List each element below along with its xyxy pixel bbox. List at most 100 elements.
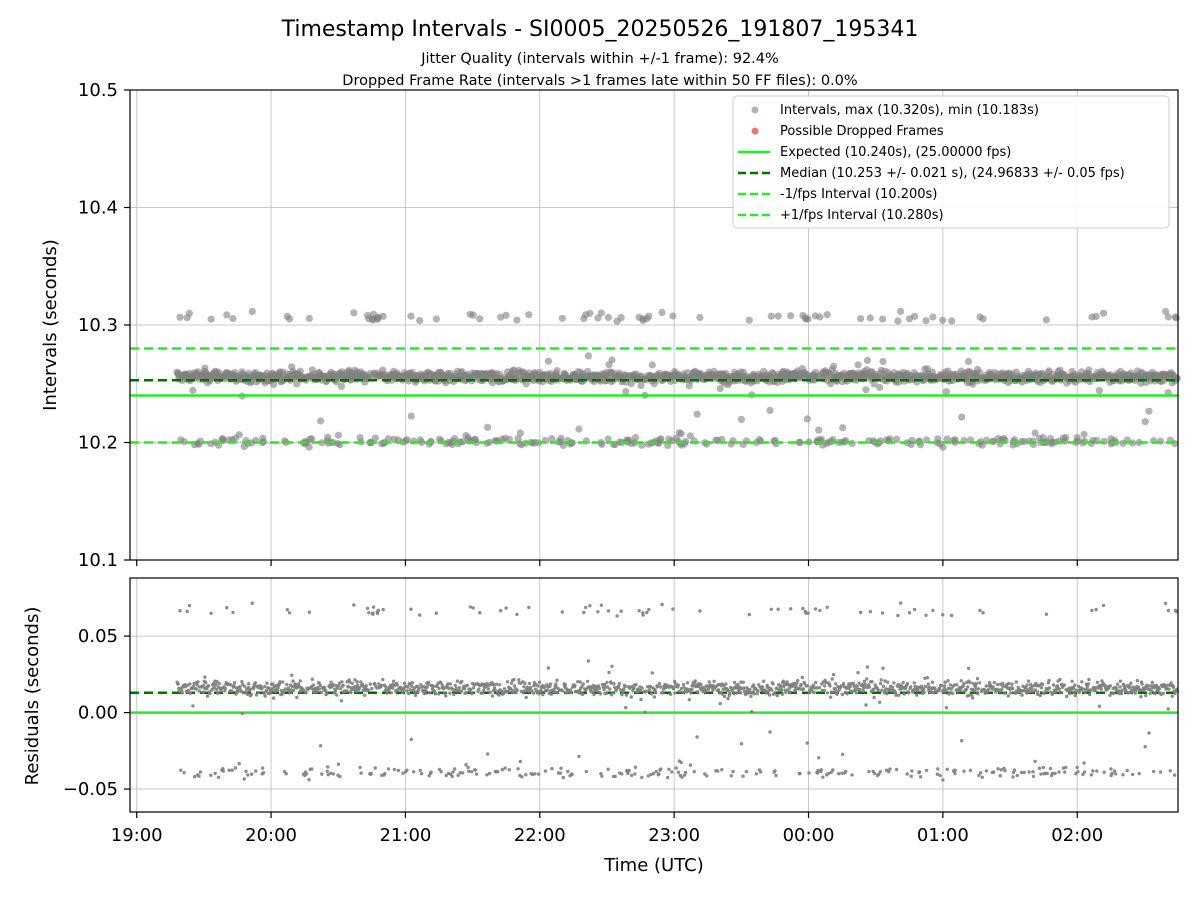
residual-point: [943, 680, 947, 684]
residual-point: [671, 607, 675, 611]
residual-point: [1075, 688, 1079, 693]
residual-point: [760, 685, 765, 689]
residual-point: [1170, 694, 1174, 698]
residual-point: [288, 691, 292, 695]
residual-point: [1086, 682, 1091, 686]
residual-point: [539, 688, 543, 693]
residual-point: [368, 682, 372, 686]
residual-point: [261, 771, 266, 775]
residual-point: [1082, 770, 1087, 774]
interval-point: [767, 312, 775, 320]
residual-point: [879, 678, 883, 682]
residual-point: [1044, 612, 1049, 616]
residual-point: [450, 774, 454, 778]
residual-point: [215, 687, 219, 692]
residual-point: [641, 613, 645, 617]
residual-point: [886, 680, 890, 684]
residual-point: [732, 680, 737, 685]
residual-point: [237, 761, 241, 766]
residual-point: [453, 683, 457, 688]
residual-point: [427, 691, 432, 695]
residual-point: [1051, 691, 1055, 695]
residual-point: [213, 771, 217, 776]
interval-point: [854, 361, 862, 369]
residual-point: [214, 682, 218, 687]
residual-point: [878, 700, 882, 704]
interval-point: [525, 311, 533, 319]
residual-point: [296, 682, 301, 686]
interval-point: [817, 435, 826, 443]
residual-point: [683, 770, 688, 775]
residual-point: [341, 683, 345, 688]
residual-point: [201, 683, 206, 687]
residual-point: [517, 678, 521, 682]
residual-point: [971, 681, 976, 686]
interval-point: [575, 425, 583, 433]
residual-point: [855, 684, 859, 688]
residual-point: [1031, 774, 1036, 779]
residual-point: [898, 601, 903, 605]
residual-point: [1064, 765, 1068, 770]
residual-point: [955, 683, 959, 687]
residual-point: [412, 770, 416, 774]
residual-point: [306, 686, 310, 690]
residual-point: [389, 691, 393, 695]
residual-point: [1161, 691, 1166, 695]
residual-point: [406, 691, 411, 696]
residual-point: [613, 774, 617, 779]
interval-point: [516, 429, 524, 437]
residual-point: [238, 685, 242, 689]
residual-point: [558, 771, 563, 775]
residual-point: [953, 771, 957, 776]
residual-point: [599, 772, 603, 776]
residual-point: [439, 770, 443, 774]
residual-point: [417, 686, 421, 690]
residual-point: [755, 691, 759, 696]
residual-point: [905, 681, 910, 686]
residual-point: [472, 686, 476, 690]
residual-point: [878, 681, 883, 686]
residual-point: [907, 611, 912, 615]
residual-point: [377, 682, 381, 686]
residual-point: [598, 692, 603, 696]
residual-point: [1014, 680, 1018, 684]
residual-point: [346, 685, 351, 689]
residual-point: [806, 611, 810, 615]
residual-point: [201, 690, 205, 694]
residual-point: [182, 771, 186, 775]
interval-point: [622, 388, 630, 396]
residual-point: [284, 772, 288, 776]
interval-point: [657, 435, 665, 443]
residual-point: [1011, 686, 1015, 691]
residual-point: [452, 767, 457, 771]
residual-point: [208, 691, 212, 696]
residual-point: [555, 690, 559, 695]
residual-point: [448, 691, 452, 695]
residual-point: [775, 693, 780, 698]
residual-point: [712, 679, 716, 683]
residual-point: [657, 681, 662, 686]
residual-point: [840, 771, 844, 775]
residual-point: [454, 686, 458, 691]
residual-point: [822, 684, 827, 688]
residual-point: [444, 773, 448, 778]
residual-point: [938, 773, 942, 778]
residual-point: [638, 688, 642, 693]
residual-point: [612, 681, 616, 686]
legend-marker-dropped: [751, 127, 759, 135]
residual-point: [1006, 694, 1010, 698]
residual-point: [191, 684, 196, 689]
x-tick-label: 02:00: [1051, 825, 1103, 846]
residual-point: [285, 608, 289, 612]
residual-point: [507, 768, 511, 772]
interval-point: [939, 316, 947, 324]
residual-point: [1083, 690, 1087, 695]
residual-point: [265, 681, 269, 685]
residual-point: [278, 680, 282, 684]
residual-point: [796, 678, 800, 683]
residual-point: [1118, 685, 1122, 689]
residual-point: [1053, 771, 1057, 776]
residual-point: [244, 769, 248, 773]
residual-point: [1108, 684, 1113, 688]
residual-point: [569, 690, 573, 695]
